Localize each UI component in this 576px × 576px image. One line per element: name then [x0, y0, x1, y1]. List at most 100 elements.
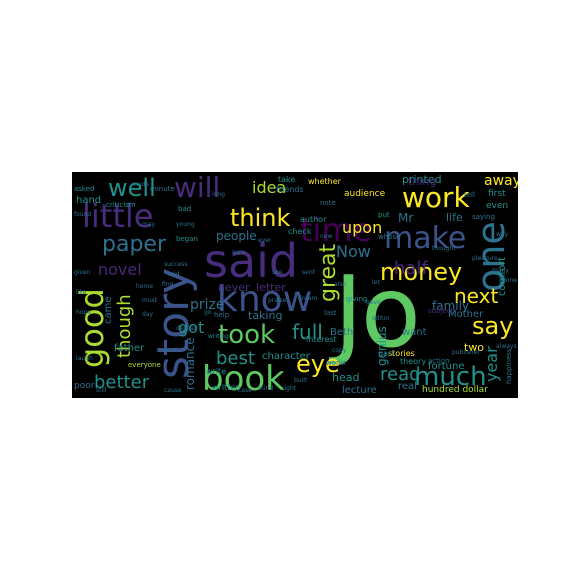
word-printed: printed — [402, 173, 442, 186]
word-writing: writing — [208, 333, 229, 340]
word-asked: asked — [74, 185, 95, 193]
word-sent: sent — [302, 269, 315, 276]
word-still: still — [96, 387, 107, 394]
word-cause: cause — [164, 387, 182, 394]
word-dream: dream — [298, 295, 318, 302]
word-put: put — [378, 211, 390, 219]
word-young: young — [176, 221, 195, 228]
word-mind: mind — [258, 385, 274, 392]
word-ever: ever — [258, 237, 272, 244]
word-want: want — [402, 327, 427, 338]
word-idea: idea — [252, 178, 287, 197]
word-fine: fine — [162, 281, 174, 288]
word-given: given — [74, 269, 91, 276]
word-done: done — [502, 277, 517, 284]
word-part: part — [378, 349, 395, 358]
word-life: life — [446, 211, 463, 224]
word-bad: bad — [178, 205, 192, 213]
word-take: take — [278, 175, 296, 184]
word-like: like — [76, 289, 87, 296]
word-mother: Mother — [448, 309, 484, 320]
word-money: money — [380, 258, 463, 286]
word-took: took — [218, 320, 276, 350]
word-full: full — [292, 320, 323, 344]
word-giving: giving — [346, 295, 368, 303]
word-genius: genius — [375, 326, 389, 366]
word-subject: subject — [428, 307, 454, 315]
word-know: know — [217, 279, 313, 320]
word-editor: editor — [372, 315, 390, 322]
word-eye: eye — [296, 350, 340, 378]
word-next: next — [454, 284, 499, 308]
word-tell: tell — [464, 191, 475, 199]
word-taking: taking — [248, 309, 283, 322]
word-mr: Mr — [398, 211, 414, 225]
word-many: many — [492, 267, 509, 274]
word-came: came — [103, 296, 114, 324]
word-even: even — [486, 201, 509, 211]
word-may: may — [142, 221, 156, 228]
word-written: written — [212, 383, 241, 392]
word-copy: copy — [332, 347, 347, 354]
word-minute: minute — [150, 185, 175, 193]
word-write: write — [206, 367, 227, 376]
word-now: Now — [336, 242, 371, 261]
word-real: real — [398, 381, 417, 392]
word-family: family — [432, 299, 470, 313]
word-book: book — [202, 359, 285, 398]
word-head: head — [332, 371, 360, 384]
word-character: character — [262, 351, 310, 362]
word-said: said — [204, 234, 299, 288]
word-new: new — [320, 233, 333, 240]
word-note: note — [320, 199, 336, 207]
word-two: two — [464, 341, 485, 354]
word-interest: interest — [306, 335, 337, 344]
word-audience: audience — [344, 189, 386, 199]
word-prize: prize — [190, 297, 225, 313]
word-see: see — [272, 269, 283, 276]
word-first: first — [488, 189, 506, 199]
word-check: check — [288, 227, 312, 236]
word-say: say — [472, 312, 514, 340]
word-better: better — [94, 372, 150, 393]
word-everyone: everyone — [128, 361, 161, 369]
word-stories: stories — [388, 349, 415, 358]
word-make: make — [384, 221, 467, 256]
word-long: long — [212, 191, 225, 198]
word-must: must — [142, 297, 158, 304]
word-friends: friends — [276, 185, 304, 194]
word-last: last — [324, 309, 337, 317]
word-romance: romance — [183, 337, 197, 390]
word-action: action — [428, 357, 450, 365]
word-success: success — [164, 261, 188, 268]
word-work: work — [402, 181, 470, 214]
word-built: built — [294, 377, 308, 384]
word-upon: upon — [342, 218, 383, 237]
word-way: way — [496, 231, 509, 238]
word-best: best — [216, 348, 255, 369]
word-gave: gave — [366, 299, 381, 306]
word-hope: hope — [76, 309, 91, 316]
word-away: away — [484, 173, 518, 189]
word-pleasure: pleasure — [472, 255, 498, 262]
word-little: little — [82, 197, 154, 235]
word-go: go — [204, 309, 212, 316]
word-half: half — [394, 258, 428, 279]
word-letter: letter — [256, 281, 286, 294]
word-case: case — [238, 387, 252, 394]
word-happiness: happiness — [505, 348, 513, 384]
word-poor: poor — [74, 381, 95, 391]
word-always: always — [496, 343, 517, 350]
word-home: home — [136, 283, 154, 290]
word-author: author — [300, 215, 327, 224]
word-paper: paper — [102, 232, 166, 257]
word-made: made — [132, 181, 150, 188]
word-year: year — [482, 346, 501, 382]
word-hundred-dollar: hundred dollar — [422, 385, 488, 395]
word-jo: Jo — [334, 256, 421, 370]
word-theory: theory — [400, 357, 427, 366]
word-whether: whether — [308, 177, 341, 186]
word-found: found — [74, 211, 92, 218]
word-laugh: laugh — [76, 355, 93, 362]
word-thought: thought — [432, 245, 456, 252]
